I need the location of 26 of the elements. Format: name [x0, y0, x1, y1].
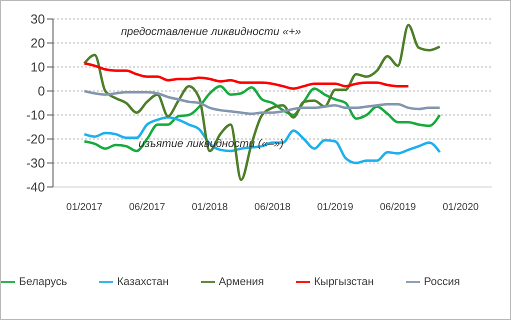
y-tick-label: 10	[30, 60, 45, 75]
legend-label: Беларусь	[19, 276, 68, 288]
y-tick-label: -40	[26, 180, 45, 195]
line-series	[83, 84, 441, 152]
legend-label: Казахстан	[117, 276, 169, 288]
x-tick-label: 01/2020	[442, 202, 480, 214]
annotation: предоставление ликвидности «+»	[120, 26, 302, 38]
line-series	[83, 24, 441, 182]
x-tick-label: 01/2017	[66, 202, 103, 214]
legend-label: Армения	[218, 276, 264, 288]
x-tick-label: 06/2019	[380, 202, 416, 214]
y-tick-label: -20	[26, 132, 45, 147]
x-tick-label: 01/2018	[192, 202, 228, 214]
x-tick-label: 01/2019	[317, 202, 354, 214]
line-series	[83, 62, 410, 90]
line-series	[83, 90, 441, 116]
legend-label: Кыргызстан	[314, 276, 374, 288]
y-tick-label: -30	[26, 156, 45, 171]
x-tick-label: 06/2018	[254, 202, 292, 214]
y-tick-label: 20	[30, 36, 45, 51]
x-tick-label: 06/2017	[128, 202, 166, 214]
line-series	[83, 116, 441, 164]
legend-label: Россия	[424, 276, 460, 288]
y-tick-label: 0	[38, 84, 45, 99]
y-tick-label: 30	[30, 12, 45, 27]
y-tick-label: -10	[26, 108, 45, 123]
